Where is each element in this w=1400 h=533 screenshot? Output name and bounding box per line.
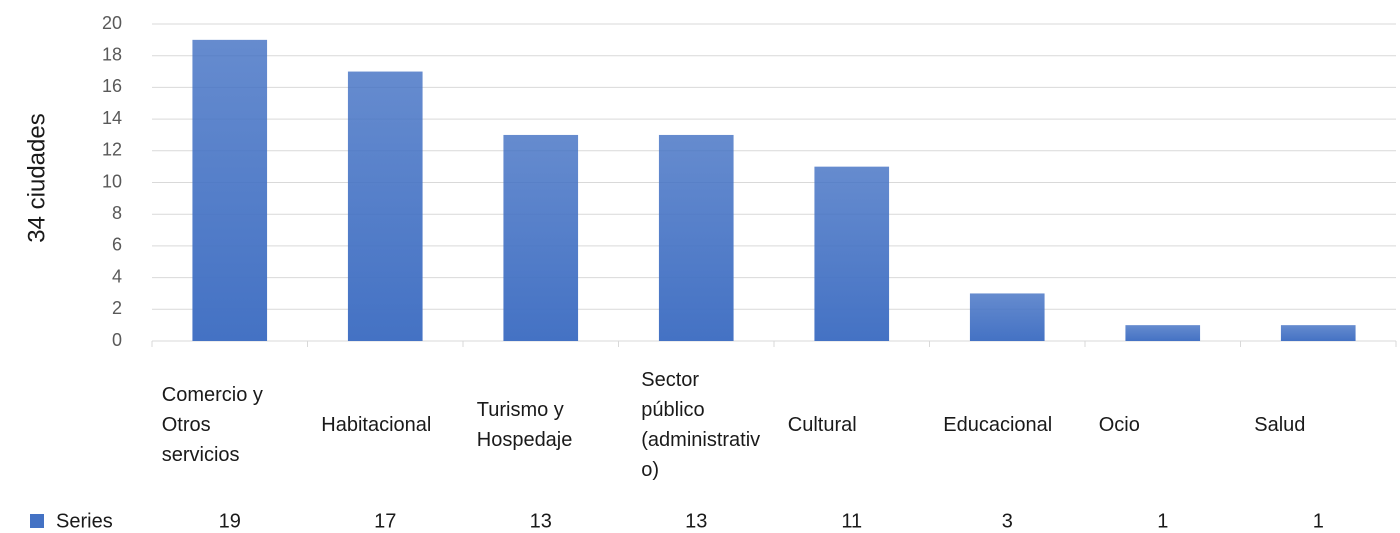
x-tick-label: Sector público (administrativo) (641, 369, 761, 481)
table-value: 17 (374, 510, 396, 532)
x-tick-label: Ocio (1098, 414, 1140, 436)
bar (814, 166, 890, 341)
table-value: 13 (685, 510, 707, 532)
table-value: 11 (841, 510, 862, 532)
y-tick-label: 14 (102, 108, 122, 128)
bar (503, 134, 579, 341)
x-tick-label: Comercio y Otros servicios (161, 384, 263, 466)
legend-label: Series (56, 510, 113, 532)
x-tick-label: Cultural (787, 414, 857, 436)
x-tick-label: Salud (1254, 414, 1306, 436)
y-tick-label: 18 (102, 44, 122, 64)
y-tick-label: 10 (102, 171, 122, 191)
y-axis-label: 34 ciudades (23, 113, 50, 242)
y-tick-label: 20 (102, 13, 122, 33)
bar (1280, 325, 1356, 341)
y-tick-label: 12 (102, 140, 122, 160)
y-tick-label: 8 (112, 203, 122, 223)
legend-swatch (30, 514, 44, 528)
table-value: 3 (1002, 510, 1013, 532)
table-value: 19 (219, 510, 241, 532)
y-tick-label: 6 (112, 235, 122, 255)
y-tick-label: 4 (112, 266, 122, 286)
bar (969, 293, 1045, 341)
x-tick-label: Educacional (943, 414, 1053, 436)
bar (1125, 325, 1201, 341)
bar (192, 39, 268, 341)
y-tick-label: 0 (112, 330, 122, 350)
y-tick-label: 2 (112, 298, 122, 318)
x-tick-label: Turismo y Hospedaje (476, 399, 573, 451)
bar (347, 71, 423, 342)
table-value: 1 (1313, 510, 1324, 532)
y-tick-label: 16 (102, 76, 122, 96)
table-value: 1 (1157, 510, 1168, 532)
x-tick-label: Habitacional (321, 414, 432, 436)
bar (658, 134, 734, 341)
table-value: 13 (530, 510, 552, 532)
